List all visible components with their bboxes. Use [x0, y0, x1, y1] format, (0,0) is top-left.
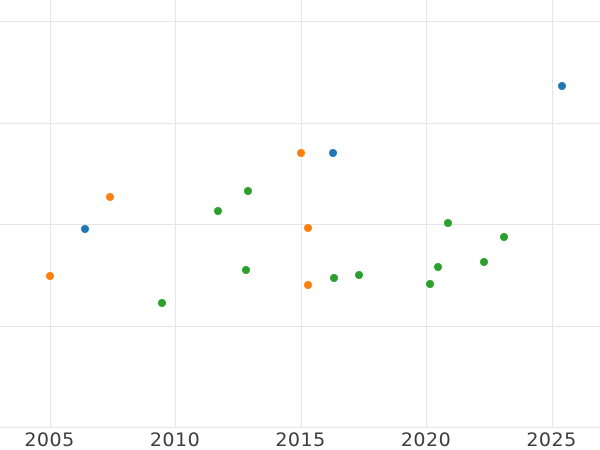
x-gridline — [426, 0, 427, 427]
data-point-blue — [81, 225, 89, 234]
x-tick-label: 2005 — [24, 429, 75, 450]
data-point-orange — [304, 224, 313, 233]
data-point-green — [434, 262, 443, 271]
data-point-orange — [106, 192, 114, 201]
y-gridline — [0, 224, 600, 225]
data-point-orange — [46, 272, 54, 281]
data-point-green — [480, 258, 488, 267]
data-point-green — [444, 218, 453, 227]
data-point-blue — [557, 82, 566, 90]
data-point-green — [244, 187, 252, 195]
data-point-green — [355, 271, 364, 279]
x-tick-label: 2020 — [400, 429, 452, 450]
y-gridline — [0, 325, 600, 327]
x-gridline — [49, 0, 51, 427]
x-gridline — [551, 0, 553, 427]
x-tick-label: 2010 — [149, 429, 201, 450]
x-gridline — [175, 0, 176, 427]
data-point-blue — [329, 149, 338, 158]
data-point-orange — [304, 281, 313, 289]
data-point-green — [157, 298, 166, 307]
y-gridline — [0, 122, 600, 124]
x-tick-label: 2025 — [526, 429, 577, 450]
x-tick-label: 2015 — [275, 429, 326, 450]
data-point-green — [242, 266, 250, 274]
x-gridline — [300, 0, 302, 427]
y-gridline — [0, 21, 600, 22]
data-point-green — [330, 274, 338, 283]
data-point-green — [500, 233, 509, 242]
y-gridline — [0, 427, 600, 428]
data-point-green — [426, 279, 434, 288]
data-point-orange — [297, 149, 305, 157]
data-point-green — [213, 206, 222, 215]
